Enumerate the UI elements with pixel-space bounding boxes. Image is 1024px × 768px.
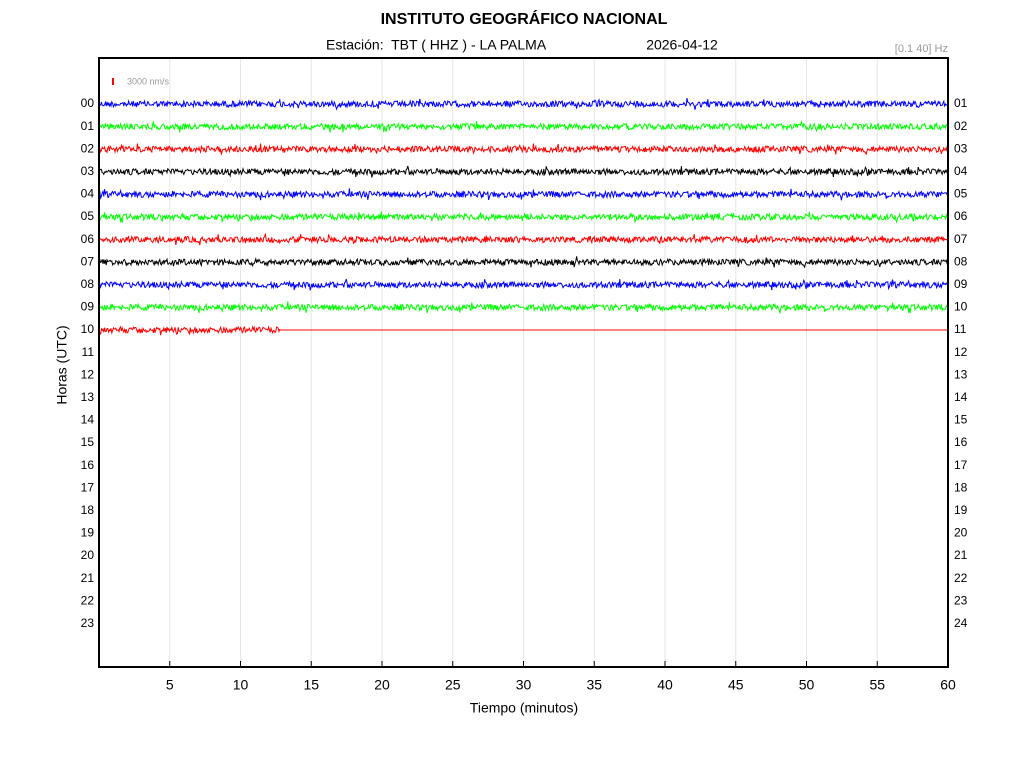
row-label: 18	[81, 503, 95, 517]
row-label: 06	[81, 232, 95, 246]
row-label-right: 14	[954, 390, 968, 404]
row-label: 20	[81, 548, 95, 562]
row-label: 07	[81, 254, 95, 268]
chart-title: INSTITUTO GEOGRÁFICO NACIONAL	[381, 9, 668, 28]
date: 2026-04-12	[646, 37, 718, 53]
row-label-right: 23	[954, 593, 968, 607]
x-tick-label: 25	[445, 677, 461, 693]
row-label: 02	[81, 141, 95, 155]
x-axis-label: Tiempo (minutos)	[470, 700, 578, 716]
row-label: 01	[81, 119, 95, 133]
x-tick-label: 20	[374, 677, 390, 693]
scale-label: 3000 nm/s	[127, 76, 170, 86]
row-label-right: 20	[954, 526, 968, 540]
row-label-right: 11	[954, 322, 967, 336]
x-tick-label: 10	[233, 677, 249, 693]
row-label-right: 24	[954, 616, 968, 630]
trace	[98, 301, 949, 314]
row-label: 13	[81, 390, 95, 404]
x-tick-label: 30	[516, 677, 532, 693]
row-label: 17	[81, 480, 95, 494]
x-tick-label: 5	[166, 677, 174, 693]
row-label: 22	[81, 593, 95, 607]
station: Estación: TBT ( HHZ ) - LA PALMA	[326, 37, 547, 53]
row-label-right: 07	[954, 232, 968, 246]
x-tick-label: 45	[728, 677, 744, 693]
filter: [0.1 40] Hz	[895, 43, 948, 55]
row-label: 11	[82, 345, 95, 359]
row-label-right: 03	[954, 141, 968, 155]
trace	[98, 233, 949, 246]
row-label-right: 12	[954, 345, 968, 359]
trace	[98, 165, 949, 178]
trace	[98, 188, 949, 201]
row-label: 05	[81, 209, 95, 223]
row-label: 23	[81, 616, 95, 630]
row-label-right: 04	[954, 164, 968, 178]
row-label-right: 21	[954, 548, 968, 562]
trace	[98, 256, 949, 269]
row-label-right: 06	[954, 209, 968, 223]
row-label: 08	[81, 277, 95, 291]
x-tick-label: 55	[869, 677, 885, 693]
row-label: 09	[81, 300, 95, 314]
row-label: 16	[81, 458, 95, 472]
trace	[98, 211, 949, 224]
row-label: 10	[81, 322, 95, 336]
row-label: 21	[81, 571, 95, 585]
row-label-right: 16	[954, 435, 968, 449]
row-label-right: 02	[954, 119, 968, 133]
row-label: 14	[81, 413, 95, 427]
x-tick-label: 40	[657, 677, 673, 693]
row-label-right: 19	[954, 503, 968, 517]
row-label-right: 01	[954, 96, 968, 110]
row-label: 12	[81, 367, 95, 381]
row-label-right: 17	[954, 458, 968, 472]
row-label-right: 22	[954, 571, 968, 585]
row-label-right: 05	[954, 187, 968, 201]
trace	[98, 278, 948, 291]
row-label-right: 10	[954, 300, 968, 314]
trace	[98, 119, 949, 133]
y-axis-label: Horas (UTC)	[54, 325, 70, 404]
x-tick-label: 35	[586, 677, 602, 693]
row-label: 03	[81, 164, 95, 178]
row-label: 15	[81, 435, 95, 449]
row-label-right: 15	[954, 413, 968, 427]
plot-frame	[98, 57, 949, 668]
x-tick-label: 50	[799, 677, 815, 693]
x-tick-label: 15	[303, 677, 319, 693]
trace	[98, 325, 281, 336]
row-label: 00	[81, 96, 95, 110]
row-label-right: 13	[954, 367, 968, 381]
x-tick-label: 60	[940, 677, 956, 693]
row-label-right: 09	[954, 277, 968, 291]
row-label: 19	[81, 526, 95, 540]
trace	[98, 98, 949, 111]
row-label: 04	[81, 187, 95, 201]
trace	[98, 143, 949, 156]
row-label-right: 08	[954, 254, 968, 268]
row-label-right: 18	[954, 480, 968, 494]
